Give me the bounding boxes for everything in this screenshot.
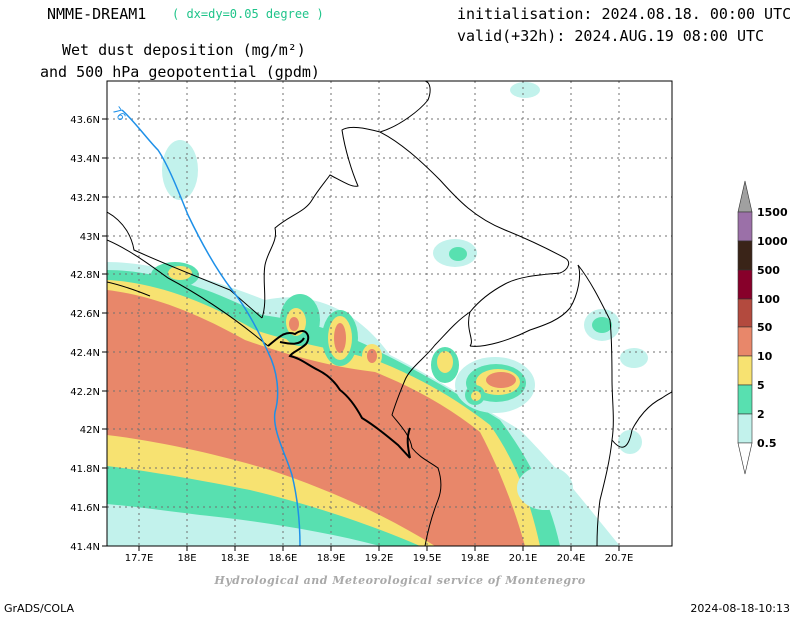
lon-label: 18E — [177, 553, 196, 564]
latitude-labels: 43.6N 43.4N 43.2N 43N 42.8N 42.6N 42.4N … — [70, 115, 100, 553]
blob-0-5 — [620, 348, 648, 368]
blob-2 — [449, 247, 467, 261]
software-label: GrADS/COLA — [4, 602, 74, 615]
model-title: NMME-DREAM1 — [47, 5, 147, 23]
blob-10 — [334, 323, 346, 353]
generation-timestamp: 2024-08-18-10:13 — [690, 602, 790, 615]
legend-label: 1000 — [757, 235, 788, 248]
deposition-band-10 — [107, 290, 525, 546]
blob-2 — [592, 317, 612, 333]
graticule — [107, 81, 672, 546]
blob-0-5 — [162, 140, 198, 200]
lon-label: 17.7E — [125, 553, 154, 564]
blob-0-5 — [618, 430, 642, 454]
lon-label: 18.9E — [317, 553, 346, 564]
blob-0-5 — [510, 82, 540, 98]
legend-bottom-arrow — [737, 442, 753, 475]
lat-label: 43.4N — [70, 154, 100, 165]
legend-swatch — [737, 269, 753, 300]
legend-swatch — [737, 240, 753, 271]
legend-label: 500 — [757, 264, 780, 277]
lat-label: 42.4N — [70, 348, 100, 359]
blob-5 — [437, 351, 453, 373]
lat-label: 43.6N — [70, 115, 100, 126]
legend-swatch — [737, 298, 753, 328]
longitude-labels: 17.7E 18E 18.3E 18.6E 18.9E 19.2E 19.5E … — [125, 553, 634, 564]
legend-label: 0.5 — [757, 437, 777, 450]
lat-label: 42.2N — [70, 387, 100, 398]
lat-label: 42N — [80, 425, 100, 436]
blob-5 — [471, 391, 481, 401]
blob-0-5 — [517, 466, 573, 510]
resolution-label: ( dx=dy=0.05 degree ) — [172, 7, 324, 21]
lon-label: 18.3E — [221, 553, 250, 564]
lon-label: 18.6E — [269, 553, 298, 564]
montenegro-coastline — [267, 330, 411, 459]
country-borders — [107, 81, 672, 546]
lat-label: 42.6N — [70, 309, 100, 320]
legend-swatch — [737, 384, 753, 415]
valid-time: valid(+32h): 2024.AUG.19 08:00 UTC — [457, 27, 765, 45]
variable-title-line1: Wet dust deposition (mg/m²) — [62, 41, 306, 59]
legend-label: 10 — [757, 350, 773, 363]
legend-labels: 1500 1000 500 100 50 10 5 2 0.5 — [757, 206, 788, 450]
legend-label: 1500 — [757, 206, 788, 219]
lat-label: 41.6N — [70, 503, 100, 514]
legend-label: 2 — [757, 408, 765, 421]
lat-label: 41.8N — [70, 464, 100, 475]
blob-10 — [289, 317, 299, 331]
lat-label: 42.8N — [70, 270, 100, 281]
lat-label: 43N — [80, 232, 100, 243]
lat-label: 41.4N — [70, 542, 100, 553]
legend-top-arrow — [737, 180, 753, 213]
credit-line: Hydrological and Meteorological service … — [214, 574, 586, 587]
lon-label: 19.2E — [365, 553, 394, 564]
legend-label: 50 — [757, 321, 773, 334]
legend-label: 100 — [757, 293, 780, 306]
color-legend — [737, 180, 753, 475]
blob-10 — [486, 372, 516, 388]
legend-swatch — [737, 211, 753, 242]
lon-label: 20.1E — [509, 553, 538, 564]
legend-swatch — [737, 413, 753, 444]
lon-label: 19.5E — [413, 553, 442, 564]
axis-ticks — [102, 118, 620, 551]
initialisation-time: initialisation: 2024.08.18. 00:00 UTC — [457, 5, 792, 23]
lon-label: 19.8E — [461, 553, 490, 564]
variable-title-line2: and 500 hPa geopotential (gpdm) — [40, 63, 320, 81]
blob-10 — [367, 349, 377, 363]
lon-label: 20.4E — [557, 553, 586, 564]
legend-label: 5 — [757, 379, 765, 392]
geopotential-contour-76 — [121, 109, 301, 546]
blob-5 — [168, 266, 192, 280]
lon-label: 20.7E — [605, 553, 634, 564]
lat-label: 43.2N — [70, 193, 100, 204]
legend-swatch — [737, 326, 753, 357]
legend-swatch — [737, 355, 753, 386]
